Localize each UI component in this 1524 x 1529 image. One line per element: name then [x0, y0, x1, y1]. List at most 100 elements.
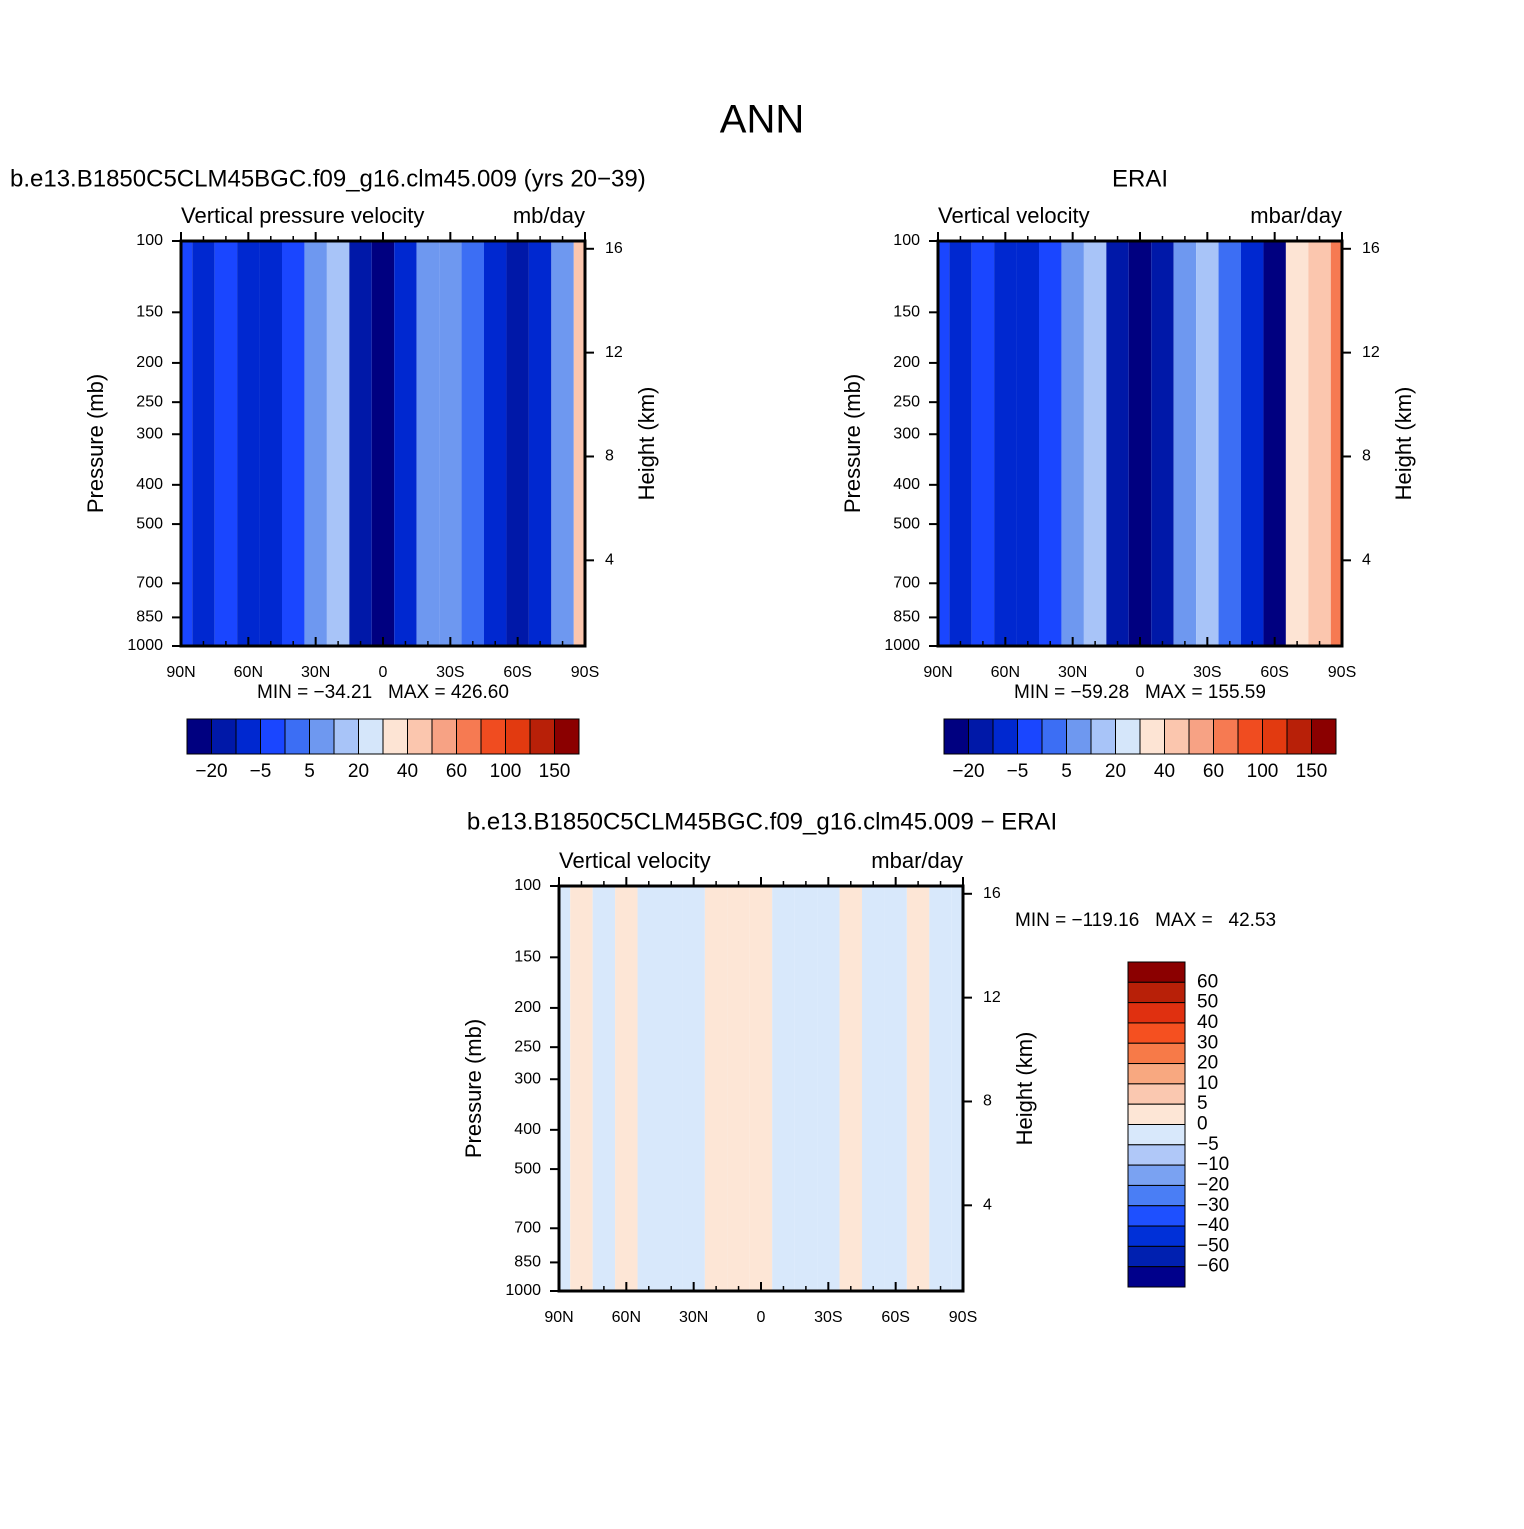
field-cell — [439, 241, 462, 646]
colorbar-box — [358, 718, 384, 755]
field-cell — [304, 241, 327, 646]
figure-title: ANN — [720, 98, 804, 142]
colorbar-box — [333, 718, 359, 755]
field-cell — [929, 886, 952, 1291]
panel-subtitle-right: mb/day — [513, 203, 585, 228]
field-cell — [259, 241, 282, 646]
colorbar-label: −5 — [250, 761, 272, 782]
colorbar-label: −30 — [1197, 1195, 1229, 1216]
colorbar-label: 60 — [1203, 761, 1224, 782]
colorbar-box — [1127, 1266, 1186, 1288]
field — [938, 241, 1342, 646]
field-cell — [772, 886, 795, 1291]
stats: MIN = −59.28 MAX = 155.59 — [1014, 682, 1266, 703]
panel-title: b.e13.B1850C5CLM45BGC.f09_g16.clm45.009 … — [10, 165, 646, 192]
panel-subtitle-right: mbar/day — [871, 848, 963, 873]
y2-tick-label: 12 — [983, 989, 1001, 1006]
colorbar-box — [284, 718, 310, 755]
field-cell — [1196, 241, 1219, 646]
y2-axis-label: Height (km) — [1012, 1032, 1037, 1146]
colorbar-label: 150 — [1296, 761, 1328, 782]
field-cell — [349, 241, 372, 646]
stats: MIN = −34.21 MAX = 426.60 — [257, 682, 509, 703]
stats: MIN = −119.16 MAX = 42.53 — [1015, 910, 1276, 931]
y2-axis-label: Height (km) — [1391, 387, 1416, 501]
field-cell — [1263, 241, 1286, 646]
colorbar-label: −5 — [1197, 1134, 1219, 1155]
colorbar-box — [1286, 718, 1312, 755]
field-cell — [1106, 241, 1129, 646]
x-tick-label: 30S — [436, 664, 464, 681]
colorbar-box — [1188, 718, 1214, 755]
colorbar-label: 0 — [1197, 1114, 1208, 1135]
field-cell — [727, 886, 750, 1291]
colorbar-box — [1127, 1144, 1186, 1166]
x-tick-label: 90S — [571, 664, 599, 681]
x-tick-label: 0 — [379, 664, 388, 681]
y2-tick-label: 8 — [983, 1093, 992, 1110]
y-tick-label: 300 — [893, 425, 920, 442]
colorbar-label: −60 — [1197, 1256, 1229, 1277]
x-tick-label: 30N — [301, 664, 330, 681]
field-cell — [181, 241, 193, 646]
colorbar-box — [211, 718, 237, 755]
colorbar-label: 100 — [1247, 761, 1279, 782]
colorbar-label: −20 — [952, 761, 984, 782]
y-tick-label: 850 — [514, 1254, 541, 1271]
colorbar-label: −40 — [1197, 1215, 1229, 1236]
y2-tick-label: 4 — [983, 1197, 992, 1214]
colorbar-box — [1115, 718, 1141, 755]
field-cell — [1151, 241, 1174, 646]
field-cell — [237, 241, 260, 646]
colorbar-box — [1127, 1022, 1186, 1044]
panel-title: ERAI — [1112, 165, 1168, 192]
y-tick-label: 150 — [136, 304, 163, 321]
field-cell — [528, 241, 552, 646]
y-tick-label: 500 — [514, 1160, 541, 1177]
colorbar-label: 40 — [1154, 761, 1175, 782]
y-axis-label: Pressure (mb) — [840, 374, 865, 513]
colorbar-box — [1127, 1124, 1186, 1146]
x-tick-label: 60S — [881, 1309, 909, 1326]
y-tick-label: 200 — [514, 999, 541, 1016]
y-tick-label: 1000 — [505, 1282, 541, 1299]
colorbar-box — [382, 718, 408, 755]
y-tick-label: 100 — [136, 232, 163, 249]
field-cell — [817, 886, 840, 1291]
x-tick-label: 30N — [1058, 664, 1087, 681]
colorbar-box — [1017, 718, 1043, 755]
y2-tick-label: 8 — [605, 448, 614, 465]
field-cell — [214, 241, 238, 646]
colorbar-label: 60 — [446, 761, 467, 782]
field-cell — [1330, 241, 1342, 646]
field-cell — [1218, 241, 1241, 646]
y-tick-label: 200 — [893, 354, 920, 371]
field-cell — [615, 886, 638, 1291]
y2-tick-label: 12 — [1362, 344, 1380, 361]
colorbar-label: 150 — [539, 761, 571, 782]
field-cell — [192, 241, 215, 646]
panel-title: b.e13.B1850C5CLM45BGC.f09_g16.clm45.009 … — [467, 808, 1057, 835]
field-cell — [592, 886, 616, 1291]
colorbar-box — [992, 718, 1018, 755]
colorbar-box — [431, 718, 457, 755]
field-cell — [938, 241, 950, 646]
field-cell — [1173, 241, 1197, 646]
colorbar-box — [1127, 1103, 1186, 1125]
y-tick-label: 700 — [136, 574, 163, 591]
y-tick-label: 700 — [893, 574, 920, 591]
field-cell — [862, 886, 885, 1291]
x-tick-label: 60S — [1260, 664, 1288, 681]
colorbar-label: 50 — [1197, 992, 1218, 1013]
colorbar-box — [260, 718, 286, 755]
colorbar: −20 −5 5 20 40 60 100 150 — [186, 718, 580, 782]
y2-tick-label: 8 — [1362, 448, 1371, 465]
colorbar-box — [1127, 1042, 1186, 1065]
field — [181, 241, 585, 646]
y2-tick-label: 4 — [1362, 552, 1371, 569]
y-tick-label: 150 — [514, 949, 541, 966]
field-cell — [794, 886, 818, 1291]
colorbar-label: −10 — [1197, 1154, 1229, 1175]
